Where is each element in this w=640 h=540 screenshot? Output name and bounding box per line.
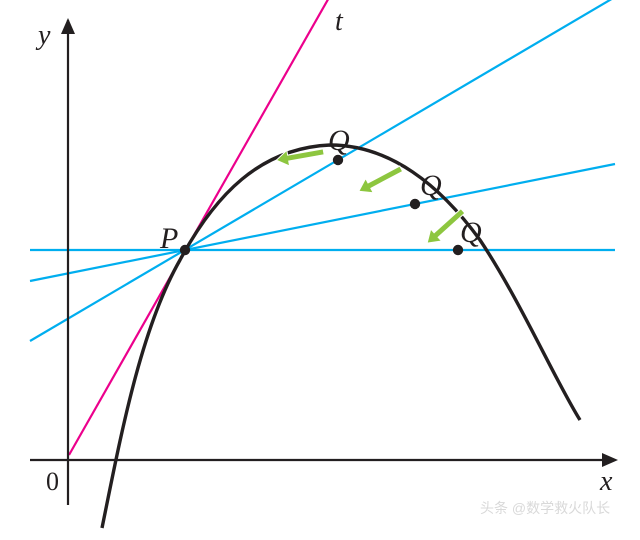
label-t: t [335, 6, 344, 37]
label-P: P [159, 222, 178, 255]
label-Q3: Q [328, 124, 350, 157]
label-zero: 0 [46, 467, 59, 496]
label-Q2: Q [420, 169, 442, 202]
label-Q1: Q [460, 216, 482, 249]
point-marker-2 [410, 199, 420, 209]
label-x: x [599, 466, 613, 497]
watermark: 头条 @数学救火队长 [480, 500, 610, 516]
point-marker-0 [180, 245, 190, 255]
label-y: y [35, 20, 51, 51]
